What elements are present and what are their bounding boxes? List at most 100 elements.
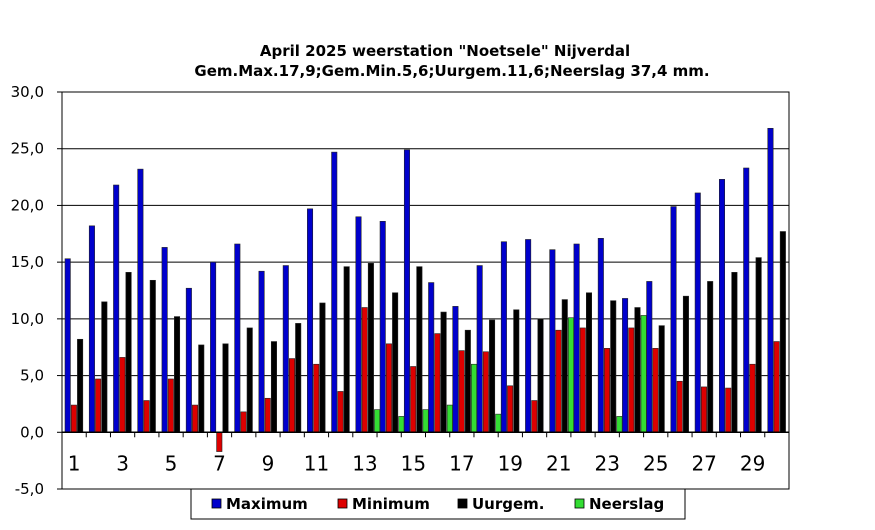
bar-maximum-18 [476, 265, 483, 433]
bar-maximum-1 [64, 258, 71, 433]
bar-minimum-18 [482, 351, 489, 433]
bar-maximum-3 [113, 184, 120, 433]
bar-minimum-30 [773, 341, 780, 433]
bar-uurgem-28 [731, 272, 738, 433]
legend-label-minimum: Minimum [352, 495, 430, 513]
x-tick-label: 21 [546, 451, 571, 475]
bar-minimum-16 [434, 333, 441, 433]
bars-group [64, 127, 786, 452]
bar-uurgem-30 [779, 231, 786, 433]
x-tick-label: 27 [691, 451, 716, 475]
bar-maximum-5 [161, 247, 168, 433]
x-tick-label: 9 [262, 451, 275, 475]
bar-maximum-19 [500, 241, 507, 433]
bar-neerslag-14 [398, 416, 405, 433]
x-tick-label: 13 [352, 451, 377, 475]
bar-neerslag-15 [422, 409, 429, 433]
bar-uurgem-5 [174, 316, 181, 433]
bar-neerslag-21 [567, 317, 574, 433]
chart-subtitle: Gem.Max.17,9;Gem.Min.5,6;Uurgem.11,6;Nee… [194, 62, 709, 80]
bar-maximum-16 [428, 282, 435, 433]
bar-minimum-29 [749, 363, 756, 433]
bar-maximum-14 [379, 221, 386, 433]
chart-title: April 2025 weerstation "Noetsele" Nijver… [260, 42, 630, 60]
legend-label-maximum: Maximum [226, 495, 308, 513]
y-tick-label: 25,0 [11, 140, 44, 158]
y-tick-label: -5,0 [15, 480, 44, 498]
bar-maximum-23 [597, 238, 604, 433]
x-tick-label: 5 [165, 451, 178, 475]
bar-maximum-6 [185, 287, 192, 433]
bar-minimum-20 [531, 400, 538, 433]
bar-maximum-13 [355, 216, 362, 433]
x-tick-label: 15 [401, 451, 426, 475]
bar-uurgem-17 [464, 329, 471, 433]
bar-maximum-25 [646, 281, 653, 433]
y-tick-labels: 30,0 25,0 20,0 15,0 10,0 5,0 0,0 -5,0 [11, 83, 44, 498]
x-tick-label: 23 [595, 451, 620, 475]
bar-minimum-19 [507, 385, 514, 433]
bar-minimum-10 [288, 358, 295, 433]
y-tick-label: 10,0 [11, 310, 44, 328]
y-tick-label: 0,0 [20, 423, 44, 441]
x-tick-label: 7 [213, 451, 226, 475]
bar-minimum-6 [192, 404, 199, 433]
bar-minimum-14 [385, 343, 392, 433]
legend-box [190, 488, 686, 520]
bar-minimum-25 [652, 348, 659, 433]
bar-uurgem-24 [634, 307, 641, 433]
bar-maximum-21 [549, 249, 556, 433]
bar-uurgem-1 [77, 338, 84, 433]
bar-minimum-22 [579, 327, 586, 433]
x-tick-label: 17 [449, 451, 474, 475]
bar-uurgem-18 [489, 319, 496, 433]
bar-minimum-23 [604, 348, 611, 433]
bar-uurgem-22 [585, 292, 592, 433]
bar-maximum-28 [718, 179, 725, 433]
bar-minimum-12 [337, 391, 344, 433]
bar-maximum-22 [573, 243, 580, 433]
bar-neerslag-24 [640, 315, 647, 433]
bar-minimum-4 [143, 400, 150, 433]
bar-uurgem-29 [755, 257, 762, 433]
bar-minimum-9 [264, 397, 271, 433]
bar-uurgem-21 [561, 299, 568, 433]
bar-maximum-17 [452, 306, 459, 433]
bar-minimum-24 [628, 327, 635, 433]
bar-maximum-4 [137, 168, 144, 433]
legend: Maximum Minimum Uurgem. Neerslag [190, 488, 686, 520]
x-tick-label: 19 [498, 451, 523, 475]
legend-swatch-neerslag [574, 498, 585, 509]
bar-uurgem-27 [707, 281, 714, 433]
bar-minimum-5 [167, 378, 174, 433]
bar-uurgem-8 [246, 327, 253, 433]
bar-maximum-10 [282, 265, 289, 433]
bar-uurgem-3 [125, 272, 132, 433]
bar-uurgem-20 [537, 318, 544, 433]
bar-maximum-24 [622, 298, 629, 433]
bar-minimum-15 [410, 366, 417, 433]
legend-swatch-minimum [337, 498, 348, 509]
x-tick-label: 29 [740, 451, 765, 475]
bar-maximum-27 [694, 192, 701, 433]
bar-minimum-2 [95, 378, 102, 433]
bar-maximum-20 [525, 239, 532, 433]
bar-minimum-8 [240, 411, 247, 433]
bar-minimum-27 [700, 386, 707, 433]
bar-uurgem-15 [416, 266, 423, 433]
x-tick-label: 3 [116, 451, 129, 475]
bar-maximum-26 [670, 206, 677, 433]
y-tick-label: 30,0 [11, 83, 44, 101]
bar-uurgem-14 [392, 292, 399, 433]
legend-swatch-maximum [211, 498, 222, 509]
y-tick-label: 20,0 [11, 196, 44, 214]
legend-label-neerslag: Neerslag [589, 495, 664, 513]
axes [57, 91, 790, 490]
bar-minimum-13 [361, 307, 368, 433]
bar-minimum-1 [70, 404, 77, 433]
bar-uurgem-25 [658, 325, 665, 433]
bar-minimum-26 [676, 380, 683, 433]
x-tick-label: 25 [643, 451, 668, 475]
x-tick-label: 11 [304, 451, 329, 475]
